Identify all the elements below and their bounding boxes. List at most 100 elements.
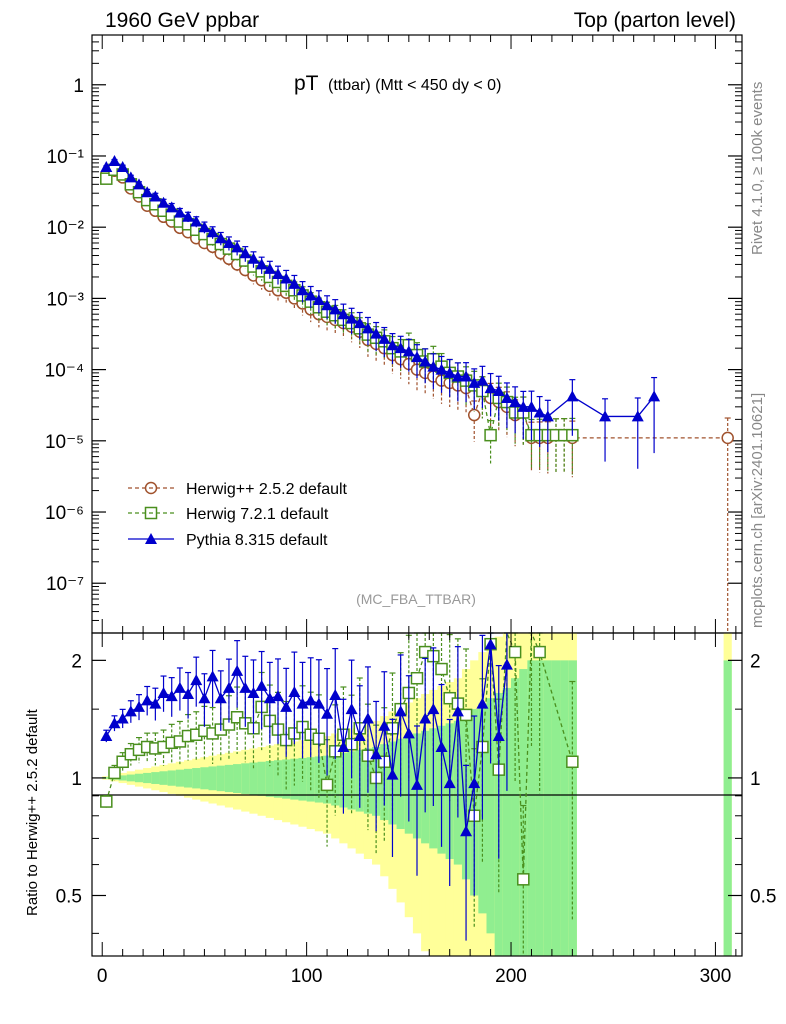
legend-label-herwigpp: Herwig++ 2.5.2 default xyxy=(186,481,348,498)
main-y-tick-label: 10⁻¹ xyxy=(47,147,85,168)
main-y-tick-label: 10⁻⁶ xyxy=(45,503,84,524)
data-point xyxy=(361,322,374,334)
data-point xyxy=(321,299,334,311)
data-point xyxy=(509,396,522,408)
data-point xyxy=(386,339,399,351)
data-point xyxy=(116,161,129,173)
data-point xyxy=(566,390,579,402)
ratio-data-point xyxy=(500,658,513,670)
data-point xyxy=(533,406,546,418)
data-point xyxy=(149,190,162,202)
x-axis: 0 100 200 300 xyxy=(97,633,737,987)
ratio-data-point xyxy=(173,681,186,693)
ratio-data-point xyxy=(345,703,358,715)
band-inner-bin xyxy=(273,760,283,798)
data-point xyxy=(296,284,309,296)
legend-entry-herwig7: Herwig 7.2.1 default xyxy=(128,506,329,523)
data-point xyxy=(411,351,423,363)
ratio-data-point xyxy=(108,717,121,729)
data-point xyxy=(648,390,661,402)
ratio-data-point xyxy=(288,685,301,697)
data-point xyxy=(157,196,170,208)
ratio-data-point xyxy=(419,712,432,724)
ratio-data-point xyxy=(411,778,423,790)
data-point xyxy=(517,400,530,412)
band-inner-bin xyxy=(167,770,177,786)
series-line xyxy=(106,170,728,439)
main-y-tick-label: 10⁻⁴ xyxy=(45,361,84,382)
ratio-data-point xyxy=(272,690,285,702)
data-point xyxy=(206,226,219,238)
band-inner-bin xyxy=(175,769,185,787)
ratio-y-tick-label-left: 0.5 xyxy=(56,887,82,908)
data-point xyxy=(304,289,317,301)
data-point xyxy=(239,247,252,259)
band-inner-bin xyxy=(265,760,275,797)
ratio-data-point xyxy=(280,700,293,712)
band-inner-bin xyxy=(118,775,128,781)
data-point xyxy=(460,370,473,382)
ratio-data-point xyxy=(468,777,481,789)
data-point xyxy=(182,210,195,222)
band-inner-bin xyxy=(551,660,561,956)
ratio-data-point xyxy=(222,681,235,693)
band-inner-bin xyxy=(216,765,226,792)
ratio-data-point xyxy=(198,692,211,704)
ratio-data-point xyxy=(492,730,505,742)
data-point xyxy=(427,360,440,372)
main-y-tick-label: 10⁻² xyxy=(47,218,85,239)
ratio-data-point xyxy=(157,686,170,698)
ratio-data-point xyxy=(124,705,137,717)
data-point xyxy=(402,345,415,357)
data-point xyxy=(190,215,203,227)
legend-label-herwig7: Herwig 7.2.1 default xyxy=(186,506,329,523)
plot-title-sub: (ttbar) (Mtt < 450 dy < 0) xyxy=(328,77,501,94)
band-inner-bin xyxy=(314,756,324,803)
ratio-data-point xyxy=(231,664,244,676)
data-point xyxy=(133,178,146,190)
ratio-data-point xyxy=(484,638,497,650)
header-process-label: Top (parton level) xyxy=(574,9,736,32)
band-inner-bin xyxy=(486,698,496,934)
band-inner-bin xyxy=(249,762,259,795)
data-point xyxy=(108,155,121,167)
ratio-data-point xyxy=(304,694,317,706)
data-point xyxy=(272,268,285,280)
legend-entry-pythia: Pythia 8.315 default xyxy=(128,532,328,549)
data-point xyxy=(394,342,407,354)
ratio-data-point xyxy=(410,671,424,685)
x-tick-label: 0 xyxy=(97,966,108,987)
ratio-data-point xyxy=(100,795,113,808)
ratio-axis-label: Ratio to Herwig++ 2.5.2 default xyxy=(24,708,41,916)
legend-label-pythia: Pythia 8.315 default xyxy=(186,532,328,549)
data-point xyxy=(370,327,383,339)
main-panel: pT (ttbar) (Mtt < 450 dy < 0) (MC_FBA_TT… xyxy=(45,34,743,634)
ratio-data-point xyxy=(476,697,489,709)
ratio-data-point xyxy=(214,692,227,704)
data-point xyxy=(443,366,456,378)
ratio-data-point xyxy=(394,705,407,717)
ratio-data-point xyxy=(247,686,260,698)
data-point xyxy=(312,293,325,305)
data-point xyxy=(214,232,227,244)
ratio-y-tick-label-right: 0.5 xyxy=(750,887,776,908)
band-inner-bin xyxy=(134,773,144,783)
rivet-version-label: Rivet 4.1.0, ≥ 100k events xyxy=(749,82,766,255)
band-inner-bin xyxy=(102,777,111,779)
data-point xyxy=(288,277,301,289)
data-point xyxy=(100,172,113,185)
data-point xyxy=(345,312,358,324)
data-point xyxy=(329,303,342,315)
legend: Herwig++ 2.5.2 default Herwig 7.2.1 defa… xyxy=(128,481,348,549)
data-point xyxy=(599,410,612,422)
band-inner-bin xyxy=(527,660,537,956)
ratio-data-point xyxy=(337,741,350,753)
ratio-data-point xyxy=(427,703,440,715)
data-point xyxy=(484,428,497,442)
ratio-data-point xyxy=(141,694,154,706)
band-inner-bin xyxy=(233,764,242,793)
ratio-series-group xyxy=(100,632,579,956)
band-inner-bin xyxy=(159,771,169,785)
analysis-label: (MC_FBA_TTBAR) xyxy=(356,591,476,607)
